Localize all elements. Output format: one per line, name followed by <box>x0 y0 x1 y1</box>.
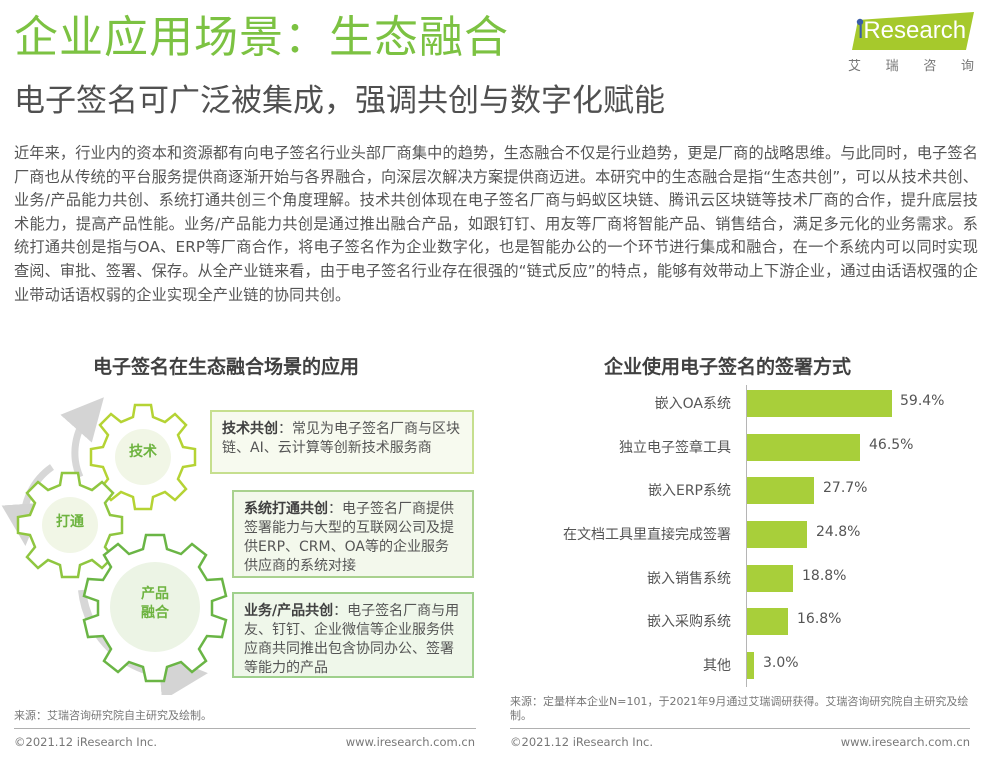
bar <box>747 390 892 417</box>
copyright-right: ©2021.12 iResearch Inc. <box>510 735 653 749</box>
footer-divider-left <box>14 728 476 729</box>
gear-diagram: 技术 打通 产品 融合 <box>0 385 490 695</box>
info-box-sep: ： <box>328 501 342 517</box>
bar-row: 独立电子签章工具 46.5% <box>505 433 985 461</box>
bar-label: 嵌入ERP系统 <box>647 483 731 499</box>
gear-label-tech: 技术 <box>129 444 157 460</box>
bar-label: 在文档工具里直接完成签署 <box>563 527 731 543</box>
bar-value: 18.8% <box>802 568 847 584</box>
logo-chinese: 艾 瑞 咨 询 <box>848 55 974 74</box>
gear-product-icon <box>82 533 228 683</box>
bar-value: 27.7% <box>823 480 868 496</box>
bar <box>747 477 814 504</box>
bar-row: 在文档工具里直接完成签署 24.8% <box>505 520 985 548</box>
footer-divider-right <box>510 728 970 729</box>
bar <box>747 565 793 592</box>
gear-tech-icon <box>89 403 197 511</box>
logo-char: 咨 <box>923 59 937 74</box>
bar <box>747 521 807 548</box>
gear-label-product: 产品 融合 <box>135 585 175 623</box>
copyright-left: ©2021.12 iResearch Inc. <box>14 735 157 749</box>
logo-char: 瑞 <box>885 59 899 74</box>
logo-char: 艾 <box>848 59 862 74</box>
bar-row: 嵌入OA系统 59.4% <box>505 389 985 417</box>
info-box-text: 常见为电子签名厂商与区块链、AI、云计算等创新技术服务商 <box>222 421 460 456</box>
logo-research: Research <box>863 17 967 44</box>
info-box-text: 电子签名厂商提供签署能力与大型的互联网公司及提供ERP、CRM、OA等的企业服务… <box>244 501 454 574</box>
bar-chart: 嵌入OA系统 59.4% 独立电子签章工具 46.5% 嵌入ERP系统 27.7… <box>505 385 985 695</box>
info-box-heading: 系统打通共创 <box>244 501 328 517</box>
source-note-right: 来源：定量样本企业N=101，于2021年9月通过艾瑞调研获得。艾瑞咨询研究院自… <box>510 695 969 722</box>
info-box-integration: 系统打通共创：电子签名厂商提供签署能力与大型的互联网公司及提供ERP、CRM、O… <box>232 490 474 578</box>
website-link-right[interactable]: www.iresearch.com.cn <box>840 735 970 749</box>
bar-row: 其他 3.0% <box>505 651 985 679</box>
bar-label: 嵌入OA系统 <box>654 396 731 412</box>
logo-badge-shape-icon <box>852 12 974 50</box>
info-box-text: 电子签名厂商与用友、钉钉、企业微信等企业服务供应商共同推出包含协同办公、签署等能… <box>244 603 460 676</box>
bar-label: 嵌入采购系统 <box>647 614 731 630</box>
intro-paragraph: 近年来，行业内的资本和资源都有向电子签名行业头部厂商集中的趋势，生态融合不仅是行… <box>14 144 978 304</box>
bar <box>747 608 788 635</box>
bar <box>747 652 754 679</box>
bar-value: 3.0% <box>763 655 799 671</box>
bar-label: 嵌入销售系统 <box>647 571 731 587</box>
bar-row: 嵌入销售系统 18.8% <box>505 564 985 592</box>
info-box-sep: ： <box>333 603 348 619</box>
gear-label-integration: 打通 <box>56 514 84 530</box>
logo-wordmark: iResearch <box>858 17 966 45</box>
page-subtitle: 电子签名可广泛被集成，强调共创与数字化赋能 <box>14 83 665 119</box>
gear-integration-icon <box>16 471 124 579</box>
bar-value: 59.4% <box>900 393 945 409</box>
bar <box>747 434 860 461</box>
gear-label-product-line2: 融合 <box>141 605 169 621</box>
bar-row: 嵌入采购系统 16.8% <box>505 607 985 635</box>
page-title: 企业应用场景：生态融合 <box>14 12 509 63</box>
bar-value: 24.8% <box>816 524 861 540</box>
info-box-heading: 技术共创 <box>222 421 278 437</box>
left-section-title: 电子签名在生态融合场景的应用 <box>93 356 360 378</box>
logo-char: 询 <box>960 59 974 74</box>
logo-i: i <box>858 17 864 44</box>
cycle-arrow-icon <box>60 397 104 479</box>
info-box-tech: 技术共创：常见为电子签名厂商与区块链、AI、云计算等创新技术服务商 <box>210 410 474 474</box>
iresearch-logo: iResearch 艾 瑞 咨 询 <box>840 8 980 74</box>
info-box-product: 业务/产品共创：电子签名厂商与用友、钉钉、企业微信等企业服务供应商共同推出包含协… <box>232 592 474 678</box>
bar-label: 独立电子签章工具 <box>619 440 731 456</box>
logo-badge: iResearch <box>848 12 974 50</box>
source-note-left: 来源：艾瑞咨询研究院自主研究及绘制。 <box>14 709 212 722</box>
website-link-left[interactable]: www.iresearch.com.cn <box>345 735 475 749</box>
bar-value: 46.5% <box>869 437 914 453</box>
gear-label-product-line1: 产品 <box>141 586 169 602</box>
bar-value: 16.8% <box>797 611 842 627</box>
info-box-sep: ： <box>278 421 292 437</box>
bar-row: 嵌入ERP系统 27.7% <box>505 476 985 504</box>
bar-label: 其他 <box>703 658 731 674</box>
chart-title: 企业使用电子签名的签署方式 <box>604 356 852 378</box>
chart-axis <box>746 385 747 687</box>
gear-graphics-icon <box>1 397 228 695</box>
info-box-heading: 业务/产品共创 <box>244 603 334 619</box>
